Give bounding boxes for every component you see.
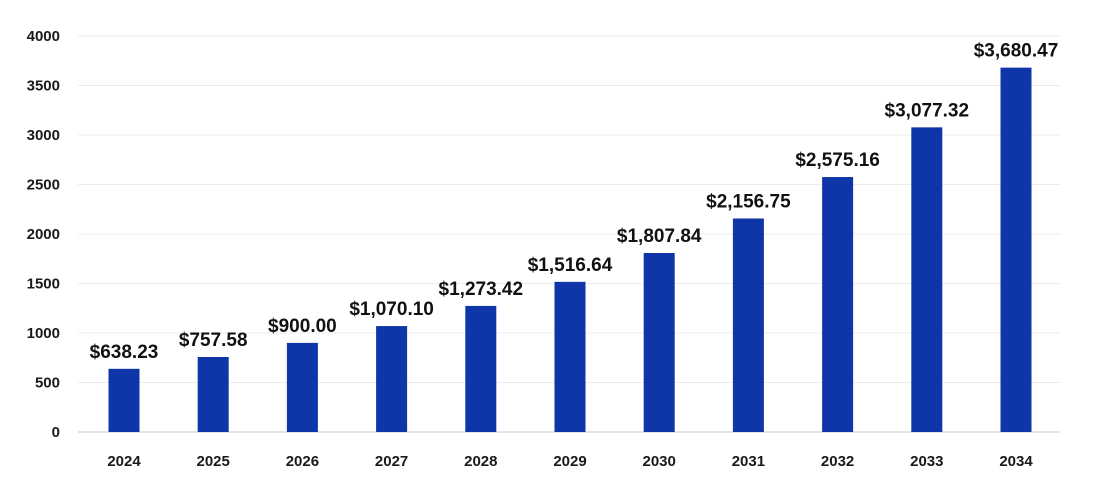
- y-tick-label: 3500: [27, 78, 60, 95]
- x-tick-label-2029: 2029: [553, 453, 586, 470]
- y-tick-label: 1500: [27, 276, 60, 293]
- bar-2026: [286, 342, 318, 432]
- bar-2031: [732, 218, 764, 432]
- y-axis: 0 500 1000 1500 2000 2500 3000 3500 4000: [27, 28, 60, 441]
- data-label-2031: $2,156.75: [706, 191, 791, 212]
- y-tick-label: 0: [52, 424, 60, 441]
- x-tick-label-2024: 2024: [107, 453, 141, 470]
- data-label-2033: $3,077.32: [885, 100, 970, 121]
- data-label-2024: $638.23: [90, 342, 159, 363]
- data-label-2027: $1,070.10: [349, 299, 434, 320]
- data-label-2034: $3,680.47: [974, 41, 1059, 62]
- x-tick-label-2025: 2025: [197, 453, 230, 470]
- bar-2034: [1000, 67, 1032, 432]
- bar-2025: [197, 356, 229, 432]
- y-tick-label: 1000: [27, 325, 60, 342]
- x-axis: 2024 2025 2026 2027 2028 2029 2030 2031 2032 2033…: [107, 453, 1033, 470]
- bar-2032: [822, 177, 854, 432]
- bar-2028: [465, 305, 497, 432]
- y-tick-label: 3000: [27, 127, 60, 144]
- x-tick-label-2031: 2031: [732, 453, 765, 470]
- y-tick-label: 2500: [27, 177, 60, 194]
- x-tick-label-2032: 2032: [821, 453, 854, 470]
- y-tick-label: 2000: [27, 226, 60, 243]
- data-label-2029: $1,516.64: [528, 255, 613, 276]
- x-tick-label-2033: 2033: [910, 453, 943, 470]
- data-label-2025: $757.58: [179, 330, 248, 351]
- bar-2030: [643, 253, 675, 432]
- bars: [108, 67, 1032, 432]
- data-labels: $638.23$757.58$900.00$1,070.10$1,273.42$…: [90, 41, 1059, 363]
- bar-2033: [911, 127, 943, 432]
- x-tick-label-2026: 2026: [286, 453, 319, 470]
- data-label-2028: $1,273.42: [439, 279, 524, 300]
- bar-2027: [376, 326, 408, 432]
- bar-2029: [554, 281, 586, 432]
- x-tick-label-2034: 2034: [999, 453, 1033, 470]
- data-label-2030: $1,807.84: [617, 226, 702, 247]
- x-tick-label-2027: 2027: [375, 453, 408, 470]
- data-label-2032: $2,575.16: [795, 150, 880, 171]
- data-label-2026: $900.00: [268, 316, 337, 337]
- y-tick-label: 500: [35, 375, 60, 392]
- bar-2024: [108, 368, 140, 432]
- x-tick-label-2030: 2030: [643, 453, 676, 470]
- y-tick-label: 4000: [27, 28, 60, 45]
- x-tick-label-2028: 2028: [464, 453, 497, 470]
